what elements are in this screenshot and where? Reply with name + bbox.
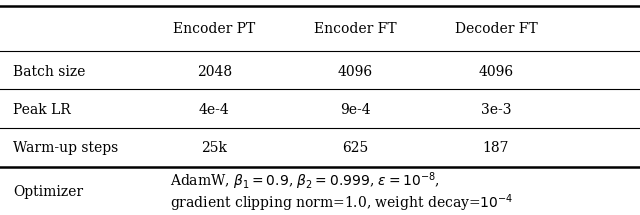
- Text: Batch size: Batch size: [13, 65, 85, 79]
- Text: 3e-3: 3e-3: [481, 103, 511, 117]
- Text: 25k: 25k: [202, 141, 227, 155]
- Text: Peak LR: Peak LR: [13, 103, 70, 117]
- Text: AdamW, $\beta_1 = 0.9$, $\beta_2 = 0.999$, $\epsilon = 10^{-8}$,: AdamW, $\beta_1 = 0.9$, $\beta_2 = 0.999…: [170, 171, 440, 192]
- Text: gradient clipping norm=1.0, weight decay=$10^{-4}$: gradient clipping norm=1.0, weight decay…: [170, 192, 513, 214]
- Text: Optimizer: Optimizer: [13, 185, 83, 200]
- Text: Warm-up steps: Warm-up steps: [13, 141, 118, 155]
- Text: 187: 187: [483, 141, 509, 155]
- Text: 625: 625: [342, 141, 369, 155]
- Text: 4096: 4096: [479, 65, 513, 79]
- Text: 4e-4: 4e-4: [199, 103, 230, 117]
- Text: Encoder FT: Encoder FT: [314, 22, 397, 36]
- Text: 9e-4: 9e-4: [340, 103, 371, 117]
- Text: Encoder PT: Encoder PT: [173, 22, 255, 36]
- Text: 4096: 4096: [338, 65, 372, 79]
- Text: Decoder FT: Decoder FT: [454, 22, 538, 36]
- Text: 2048: 2048: [197, 65, 232, 79]
